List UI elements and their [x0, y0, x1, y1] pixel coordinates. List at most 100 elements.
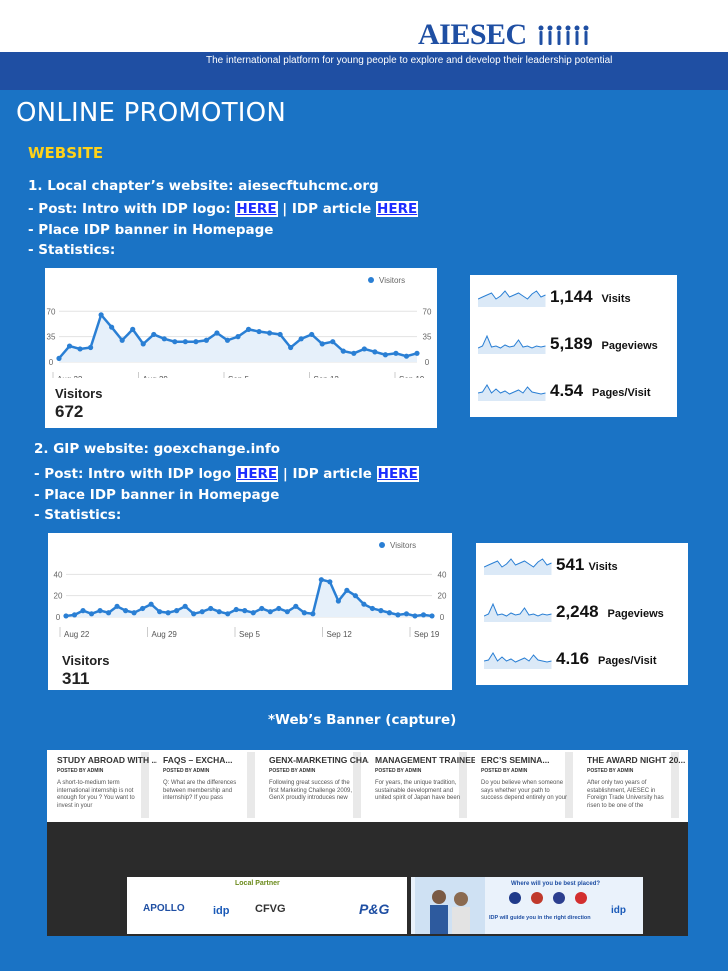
visitors-chart-2: Visitors 0 0 20 20 40 40 Aug 22 Aug 29 Sep 5 Sep 1…: [48, 533, 452, 690]
chart1-summary-value: 672: [55, 402, 84, 421]
x-tick-label: Aug 22: [57, 375, 83, 378]
post-excerpt: After only two years of establishment, A…: [587, 780, 664, 809]
y-tick-left: 20: [54, 592, 63, 601]
data-point: [429, 613, 435, 619]
data-point: [378, 608, 384, 614]
sparkline-icon: [484, 652, 552, 669]
data-point: [250, 610, 256, 616]
site2-post-prefix: - Post: Intro with IDP logo: [34, 466, 237, 482]
chart2-summary-label: Visitors: [62, 653, 110, 668]
section-heading: WEBSITE: [28, 144, 104, 162]
data-point: [172, 339, 178, 345]
site2-article-link[interactable]: HERE: [376, 466, 419, 482]
stats-card-1: 1,144 Visits 5,189 Pageviews 4.54 Pages/Visit: [470, 275, 677, 417]
post-excerpt: Q: What are the differences between memb…: [163, 780, 237, 802]
y-tick-right: 35: [423, 333, 432, 342]
x-tick-label: Sep 5: [239, 630, 260, 639]
data-point: [369, 605, 376, 612]
data-point: [266, 330, 273, 336]
y-tick-right: 20: [438, 592, 447, 601]
legend-marker: [379, 542, 385, 548]
x-tick-label: Sep 19: [399, 375, 425, 378]
header: AIESEC The international platform for yo…: [0, 0, 728, 90]
data-point: [372, 349, 378, 355]
data-point: [165, 610, 171, 616]
sparkline-icon: [478, 384, 546, 401]
site2-heading: 2. GIP website: goexchange.info: [34, 441, 281, 457]
data-point: [148, 601, 154, 607]
data-point: [319, 341, 325, 347]
data-point: [298, 336, 304, 342]
series-area: [66, 579, 432, 617]
stats-card-2: 541 Visits 2,248 Pageviews 4.16 Pages/Visit: [476, 543, 688, 685]
data-point: [382, 352, 389, 358]
banner-post-card[interactable]: THE AWARD NIGHT 20... POSTED BY ADMIN Afte…: [581, 752, 685, 818]
data-point: [208, 605, 214, 612]
y-tick-left: 40: [54, 570, 63, 579]
site1-logo-link[interactable]: HERE: [235, 201, 278, 217]
chart-1-svg: Visitors 0 0 35 35 70 70 Aug 22 Aug 29 Sep 5 Sep 1…: [47, 276, 432, 384]
y-tick-right: 70: [423, 307, 432, 316]
site1-article-link[interactable]: HERE: [376, 201, 419, 217]
data-point: [293, 603, 299, 609]
visitors-chart-1: Visitors 0 0 35 35 70 70 Aug 22 Aug 29 Sep 5 Sep 1…: [45, 268, 437, 428]
chart-2-svg: Visitors 0 0 20 20 40 40 Aug 22 Aug 29 Sep 5 Sep 1…: [54, 541, 447, 639]
data-point: [161, 336, 167, 342]
site2-logo-link[interactable]: HERE: [236, 466, 279, 482]
data-point: [97, 608, 103, 614]
data-point: [214, 330, 220, 336]
stat-value: 2,248: [556, 602, 599, 621]
data-point: [122, 608, 129, 614]
site2-stats-label: - Statistics:: [34, 507, 122, 523]
banner-post-card[interactable]: ERC’S SEMINA... POSTED BY ADMIN Do you bel…: [475, 752, 573, 818]
data-point: [88, 611, 95, 617]
banner-post-card[interactable]: GENX-MARKETING CHA... POSTED BY ADMIN Foll…: [263, 752, 375, 818]
data-point: [98, 312, 104, 318]
data-point: [130, 326, 136, 332]
banner-post-card[interactable]: FAQS – EXCHA... POSTED BY ADMIN Q: What ar…: [157, 752, 255, 818]
x-tick-label: Sep 12: [314, 375, 340, 378]
partner-cfvg: CFVG: [255, 903, 286, 915]
data-point: [151, 331, 157, 338]
data-point: [224, 337, 231, 343]
data-point: [414, 350, 420, 356]
x-tick-label: Sep 5: [228, 375, 249, 378]
stat-label: Pages/Visit: [592, 387, 651, 399]
site1-separator: | IDP article: [277, 201, 377, 217]
legend-label: Visitors: [390, 541, 416, 550]
sparkline-icon: [484, 558, 552, 575]
post-title: ERC’S SEMINA...: [481, 755, 550, 765]
header-band: [0, 52, 728, 90]
site2-separator: | IDP article: [278, 466, 377, 482]
data-point: [309, 331, 315, 338]
data-point: [301, 610, 307, 616]
data-point: [119, 337, 125, 343]
sparkline-icon: [484, 602, 552, 622]
data-point: [386, 610, 393, 616]
tagline: The international platform for young peo…: [206, 55, 613, 66]
data-point: [191, 611, 197, 617]
banner-posts-strip: STUDY ABROAD WITH ... POSTED BY ADMIN A sh…: [47, 750, 688, 822]
data-point: [277, 331, 283, 338]
data-point: [335, 598, 341, 604]
post-excerpt: A short-to-medium term international int…: [57, 780, 135, 809]
site2-place: - Place IDP banner in Homepage: [34, 487, 280, 503]
data-point: [216, 609, 222, 615]
site2-post-line: - Post: Intro with IDP logo HERE | IDP a…: [34, 466, 419, 482]
ad-title: Where will you be best placed?: [511, 881, 601, 887]
idp-ad-banner: Where will you be best placed? IDP will …: [411, 877, 643, 934]
data-point: [114, 603, 120, 609]
banner-post-card[interactable]: STUDY ABROAD WITH ... POSTED BY ADMIN A sh…: [51, 752, 159, 818]
banner-post-card[interactable]: MANAGEMENT TRAINEE... POSTED BY ADMIN For …: [369, 752, 484, 818]
post-title: MANAGEMENT TRAINEE...: [375, 755, 484, 765]
data-point: [310, 611, 316, 617]
x-tick-label: Sep 12: [327, 630, 353, 639]
sparkline-icon: [478, 290, 546, 307]
page-title: ONLINE PROMOTION: [16, 98, 286, 128]
post-title: GENX-MARKETING CHA...: [269, 755, 376, 765]
people-logo-icon: [538, 25, 589, 45]
y-tick-right: 0: [425, 358, 430, 367]
site1-post-line: - Post: Intro with IDP logo: HERE | IDP …: [28, 201, 419, 217]
data-point: [361, 601, 367, 607]
data-point: [182, 339, 188, 345]
